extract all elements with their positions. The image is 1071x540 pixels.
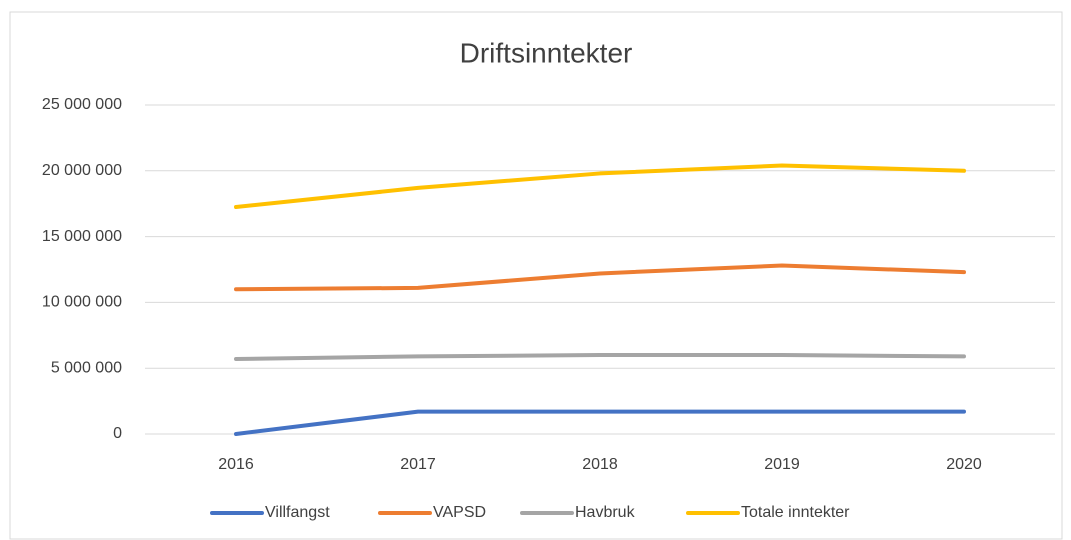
y-tick-label: 0 [113,425,122,442]
y-tick-label: 10 000 000 [42,294,122,311]
y-tick-label: 20 000 000 [42,162,122,179]
chart-frame [9,11,1063,540]
legend-label: VAPSD [433,504,486,521]
y-tick-label: 15 000 000 [42,228,122,245]
y-tick-label: 25 000 000 [42,96,122,113]
legend-label: Havbruk [575,504,636,521]
line-series [234,163,966,209]
line-series [234,353,966,361]
legend-label: Totale inntekter [741,504,850,521]
line-series [234,263,966,292]
chart-title: Driftsinntekter [460,37,633,68]
legend-label: Villfangst [265,504,330,521]
y-tick-label: 5 000 000 [51,359,122,376]
x-tick-label: 2018 [582,456,618,473]
x-tick-label: 2016 [218,456,254,473]
x-tick-label: 2019 [764,456,800,473]
x-tick-label: 2017 [400,456,436,473]
x-tick-label: 2020 [946,456,982,473]
line-series [234,409,966,436]
